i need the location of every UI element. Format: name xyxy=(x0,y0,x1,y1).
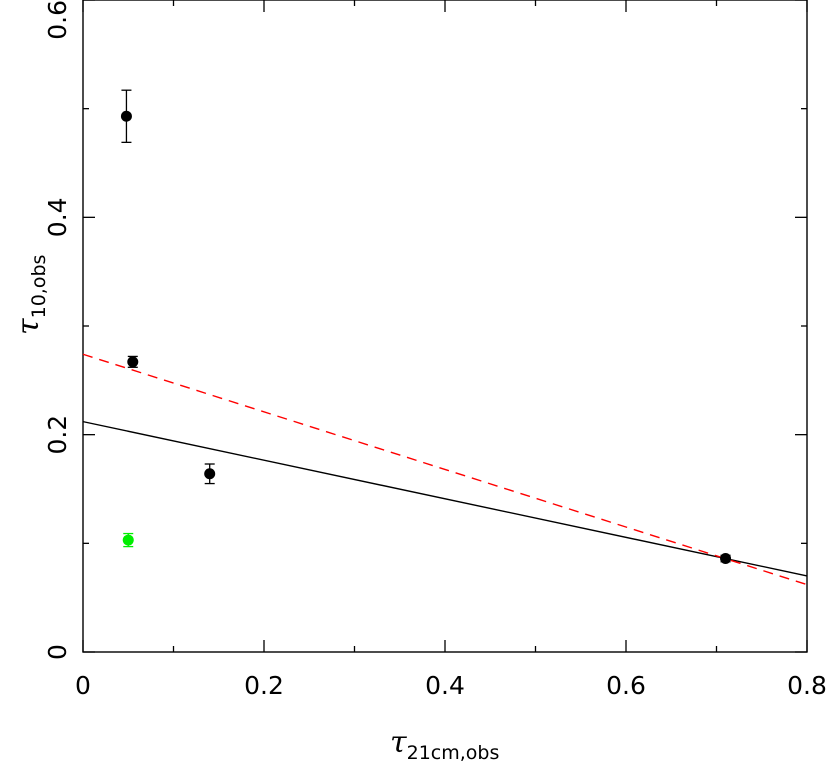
x-tick-label: 0.8 xyxy=(787,671,827,700)
x-axis-label: τ21cm,obs xyxy=(390,725,499,764)
y-tick-label: 0 xyxy=(43,644,72,660)
data-point-group xyxy=(127,355,139,368)
data-point xyxy=(127,356,139,368)
data-point xyxy=(122,534,134,546)
x-tick-label: 0.6 xyxy=(606,671,646,700)
x-tick-label: 0.4 xyxy=(425,671,465,700)
data-point xyxy=(120,110,132,122)
y-axis-label-subscript: 10,obs xyxy=(28,255,50,319)
axis-ticks xyxy=(82,0,808,653)
solid-fit-line xyxy=(82,420,808,577)
data-point xyxy=(720,553,732,565)
y-axis-label-symbol: τ xyxy=(11,318,46,335)
data-point-group xyxy=(122,532,134,548)
plot-frame xyxy=(82,0,808,653)
y-axis-label: τ10,obs xyxy=(11,255,50,335)
x-axis-label-symbol: τ xyxy=(390,725,407,760)
x-tick-labels: 0 0.2 0.4 0.6 0.8 xyxy=(75,671,827,700)
data-point-group xyxy=(720,553,732,565)
dashed-fit-line xyxy=(82,353,808,586)
data-point xyxy=(204,468,216,480)
y-tick-label: 0.2 xyxy=(43,415,72,455)
x-tick-label: 0 xyxy=(75,671,91,700)
x-axis-label-subscript: 21cm,obs xyxy=(407,742,500,764)
data-point-group xyxy=(204,463,216,485)
data-points xyxy=(120,89,732,565)
x-tick-label: 0.2 xyxy=(244,671,284,700)
y-tick-label: 0.4 xyxy=(43,197,72,237)
data-point-group xyxy=(120,89,132,144)
fit-lines xyxy=(82,353,808,586)
y-tick-labels: 0 0.2 0.4 0.6 xyxy=(43,0,72,660)
y-tick-label: 0.6 xyxy=(43,0,72,40)
